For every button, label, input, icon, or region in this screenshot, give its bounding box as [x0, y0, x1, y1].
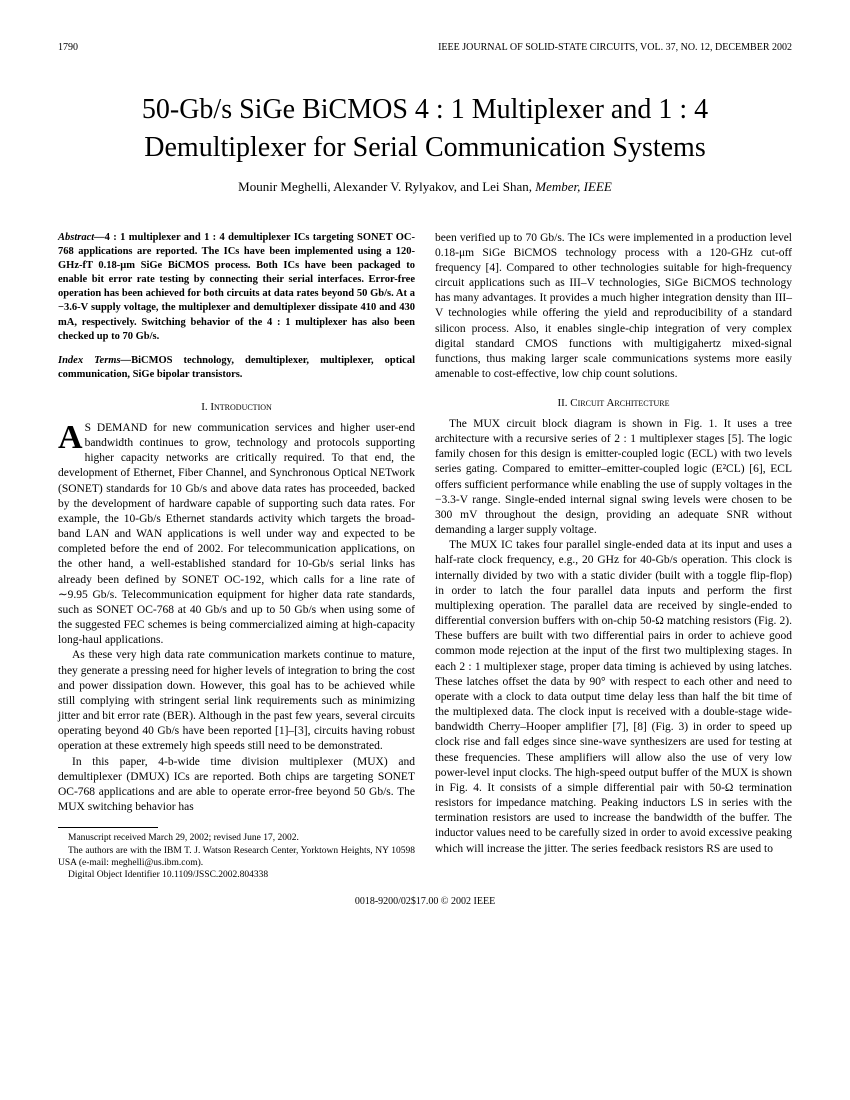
footnote-separator [58, 827, 158, 828]
dropcap-letter: A [58, 421, 85, 452]
index-terms-block: Index Terms—BiCMOS technology, demultipl… [58, 354, 415, 382]
intro-p1-text: S DEMAND for new communication services … [58, 422, 415, 646]
abstract-block: Abstract—4 : 1 multiplexer and 1 : 4 dem… [58, 231, 415, 344]
footnote-doi: Digital Object Identifier 10.1109/JSSC.2… [58, 869, 415, 881]
section-heading-intro: I. Introduction [58, 400, 415, 415]
page: 1790 IEEE JOURNAL OF SOLID-STATE CIRCUIT… [0, 0, 850, 937]
copyright-footer: 0018-9200/02$17.00 © 2002 IEEE [58, 896, 792, 907]
article-title: 50-Gb/s SiGe BiCMOS 4 : 1 Multiplexer an… [58, 91, 792, 167]
footnote-manuscript: Manuscript received March 29, 2002; revi… [58, 832, 415, 844]
index-terms-label: Index Terms— [58, 355, 131, 366]
abstract-text: 4 : 1 multiplexer and 1 : 4 demultiplexe… [58, 232, 415, 342]
left-column: Abstract—4 : 1 multiplexer and 1 : 4 dem… [58, 231, 415, 882]
right-column: been verified up to 70 Gb/s. The ICs wer… [435, 231, 792, 882]
journal-name: IEEE JOURNAL OF SOLID-STATE CIRCUITS, VO… [438, 42, 792, 53]
authors-line: Mounir Meghelli, Alexander V. Rylyakov, … [58, 179, 792, 195]
abstract-label: Abstract— [58, 232, 105, 243]
footnote-affiliation: The authors are with the IBM T. J. Watso… [58, 845, 415, 870]
arch-paragraph-1: The MUX circuit block diagram is shown i… [435, 417, 792, 538]
running-header: 1790 IEEE JOURNAL OF SOLID-STATE CIRCUIT… [58, 42, 792, 53]
two-column-body: Abstract—4 : 1 multiplexer and 1 : 4 dem… [58, 231, 792, 882]
intro-paragraph-3: In this paper, 4-b-wide time division mu… [58, 755, 415, 816]
intro-paragraph-2: As these very high data rate communicati… [58, 648, 415, 754]
section-heading-architecture: II. Circuit Architecture [435, 396, 792, 411]
col2-continuation: been verified up to 70 Gb/s. The ICs wer… [435, 231, 792, 383]
author-membership: , Member, IEEE [529, 179, 612, 194]
intro-paragraph-1: AS DEMAND for new communication services… [58, 421, 415, 649]
arch-paragraph-2: The MUX IC takes four parallel single-en… [435, 538, 792, 857]
page-number: 1790 [58, 42, 78, 53]
author-names: Mounir Meghelli, Alexander V. Rylyakov, … [238, 179, 529, 194]
